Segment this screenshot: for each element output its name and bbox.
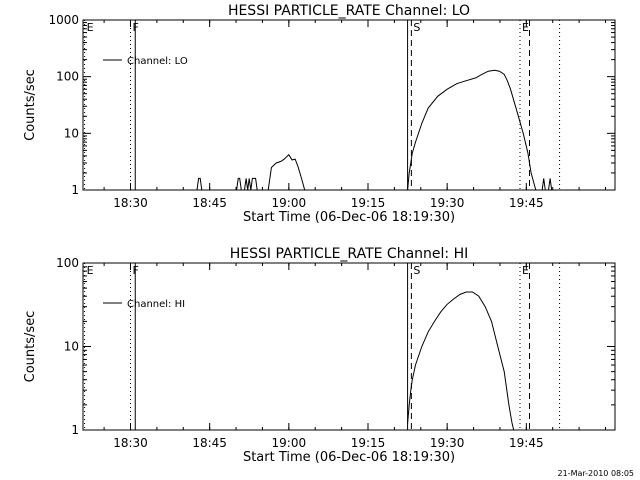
x-tick-label: 19:00 xyxy=(272,196,307,210)
event-marker-label: S xyxy=(413,264,420,277)
series-line-segment xyxy=(196,177,203,191)
y-tick-label: 1 xyxy=(71,423,79,437)
series-line-segment xyxy=(548,178,553,191)
series-line-segment xyxy=(267,153,306,191)
x-tick-label: 18:45 xyxy=(192,196,227,210)
chart-panel-1: HESSI PARTICLE_RATE Channel: HI 18:30 18:4… xyxy=(23,246,616,465)
x-tick-label: 19:15 xyxy=(351,196,386,210)
x-tick-label: 19:15 xyxy=(351,436,386,450)
series-line-segment xyxy=(244,177,258,191)
x-tick-label: 19:45 xyxy=(509,196,544,210)
event-marker-label: E xyxy=(87,264,94,277)
x-axis-label: Start Time (06-Dec-06 18:19:30) xyxy=(243,450,455,465)
x-tick-label: 19:30 xyxy=(430,436,465,450)
chart-title: HESSI PARTICLE_RATE Channel: HI xyxy=(230,246,468,262)
series-line-segment xyxy=(407,291,515,431)
x-tick-label: 19:00 xyxy=(272,436,307,450)
y-tick-label: 1000 xyxy=(48,13,79,27)
legend-label: Channel: HI xyxy=(127,299,185,310)
y-tick-label: 100 xyxy=(56,70,79,84)
x-tick-label: 18:30 xyxy=(113,196,148,210)
y-axis-label: Counts/sec xyxy=(23,69,38,141)
y-tick-label: 100 xyxy=(56,256,79,270)
y-tick-label: 10 xyxy=(64,340,79,354)
y-axis-label: Counts/sec xyxy=(23,311,38,383)
footer-date: 21-Mar-2010 08:05 xyxy=(557,469,635,478)
x-axis-label: Start Time (06-Dec-06 18:19:30) xyxy=(243,210,455,225)
event-marker-label: E xyxy=(522,264,529,277)
series-line-segment xyxy=(236,177,242,191)
series-line-segment xyxy=(541,178,546,191)
event-marker-label: S xyxy=(413,21,420,34)
y-tick-label: 1 xyxy=(71,183,79,197)
x-tick-label: 18:45 xyxy=(192,436,227,450)
y-tick-label: 10 xyxy=(64,126,79,140)
x-tick-label: 19:30 xyxy=(430,196,465,210)
x-tick-label: 19:45 xyxy=(509,436,544,450)
plot-frame xyxy=(82,19,616,191)
series-line-segment xyxy=(407,69,537,191)
chart-panel-0: HESSI PARTICLE_RATE Channel: LO 18:30 18:4… xyxy=(23,3,616,225)
event-marker-label: E xyxy=(87,21,94,34)
chart-title: HESSI PARTICLE_RATE Channel: LO xyxy=(228,3,470,19)
legend-label: Channel: LO xyxy=(127,56,188,67)
x-tick-label: 18:30 xyxy=(113,436,148,450)
plot-frame xyxy=(82,262,616,431)
event-marker-label: E xyxy=(522,21,529,34)
